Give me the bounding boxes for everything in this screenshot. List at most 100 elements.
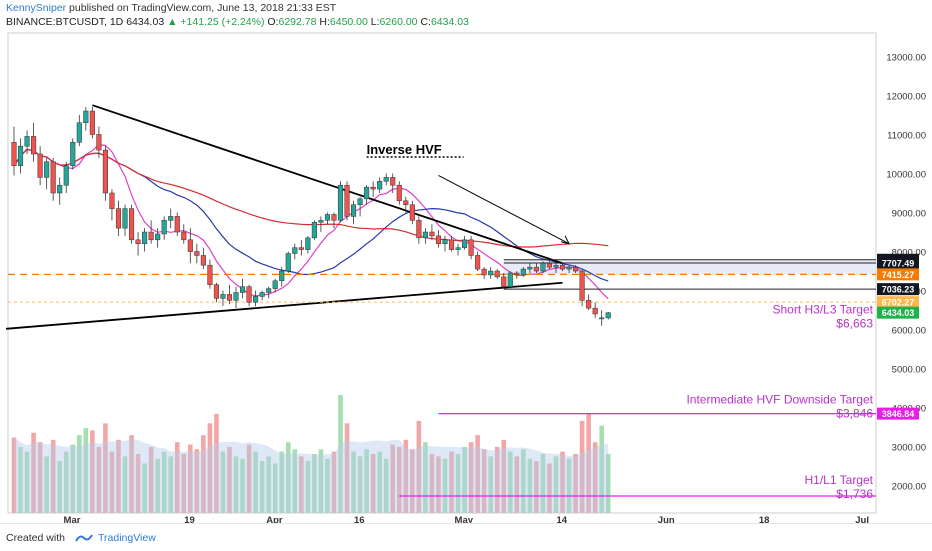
candle-body — [70, 142, 76, 166]
volume-bar — [18, 446, 23, 513]
published-text: published on TradingView.com, June 13, 2… — [69, 2, 337, 14]
volume-bar — [475, 435, 480, 513]
volume-bar — [103, 423, 108, 513]
candle-body — [194, 251, 200, 256]
price-tag — [877, 256, 919, 269]
candle-body — [455, 247, 461, 250]
volume-bar — [377, 451, 382, 513]
volume-bar — [90, 430, 95, 513]
candle-body — [11, 142, 17, 166]
volume-bar — [403, 439, 409, 513]
volume-bar — [129, 435, 134, 513]
candle-body — [168, 216, 174, 221]
candle-body — [109, 192, 115, 209]
volume-bar — [312, 454, 317, 513]
volume-bar — [233, 456, 239, 513]
target-title: Intermediate HVF Downside Target — [686, 393, 873, 407]
volume-bar — [338, 395, 343, 513]
volume-bar — [44, 456, 49, 513]
candle-body — [520, 268, 526, 276]
candle-body — [566, 266, 572, 270]
open-label: O: — [267, 16, 279, 28]
y-tick-label: 11000.00 — [887, 130, 926, 141]
volume-bar — [246, 444, 252, 513]
target-value: $1,736 — [836, 487, 873, 501]
candle-body — [240, 286, 246, 293]
volume-bar — [429, 454, 435, 513]
candle-body — [546, 262, 553, 268]
candle-body — [155, 233, 161, 241]
volume-bar — [220, 451, 226, 513]
volume-bar — [122, 456, 128, 513]
volume-bar — [109, 451, 115, 513]
volume-bar — [488, 456, 493, 513]
price-change: +141.25 (+2.24%) — [180, 16, 265, 28]
volume-bar — [449, 451, 454, 513]
candle-body — [122, 208, 128, 229]
candle-body — [63, 165, 69, 186]
volume-bar — [272, 463, 278, 513]
price-chart[interactable]: Inverse HVF Short H3/L3 Target$6,663 Inter… — [0, 30, 932, 523]
target-title: Short H3/L3 Target — [772, 303, 873, 317]
tradingview-link[interactable]: TradingView — [98, 532, 156, 544]
candle-body — [285, 253, 291, 272]
candle-body — [142, 231, 148, 244]
candle-body — [259, 292, 265, 297]
candle-body — [475, 255, 481, 270]
x-tick-label: Jun — [658, 515, 675, 523]
low-label: L: — [370, 16, 380, 28]
author-link[interactable]: KennySniper — [6, 2, 67, 14]
volume-bar — [70, 444, 76, 513]
volume-bar — [573, 454, 578, 513]
volume-bar — [416, 420, 422, 513]
up-arrow-icon: ▲ — [167, 16, 178, 28]
x-tick-label: 18 — [759, 515, 770, 523]
target-title: H1/L1 Target — [805, 473, 874, 487]
candle-body — [220, 294, 226, 299]
candle-body — [17, 145, 24, 166]
volume-bar — [344, 423, 350, 513]
candle-body — [246, 286, 252, 303]
candle-body — [573, 266, 579, 272]
volume-bar — [181, 454, 187, 513]
y-tick-label: 10000.00 — [886, 169, 926, 180]
price-tag — [877, 306, 919, 319]
volume-bar — [410, 449, 415, 513]
candle-body — [390, 177, 396, 186]
high-value: 6450.00 — [329, 16, 368, 28]
candle-body — [226, 294, 233, 301]
candle-body — [605, 312, 611, 319]
volume-bar — [142, 463, 147, 513]
volume-bar — [11, 437, 17, 513]
price-tag-label: 6434.03 — [882, 308, 915, 318]
publish-info: KennySniper published on TradingView.com… — [6, 2, 336, 14]
candle-body — [37, 153, 43, 178]
candle-body — [599, 317, 605, 320]
candle-body — [559, 264, 566, 270]
candle-body — [592, 307, 598, 315]
created-with-label: Created with — [6, 532, 65, 544]
volume-bar — [168, 456, 174, 513]
candle-body — [429, 231, 435, 237]
candle-body — [364, 186, 370, 200]
volume-bar — [31, 432, 36, 513]
volume-bar — [24, 451, 30, 513]
volume-bar — [194, 449, 200, 513]
candle-body — [128, 208, 135, 241]
volume-bar — [279, 451, 285, 513]
candle-body — [416, 220, 422, 239]
volume-bar — [214, 413, 219, 513]
volume-bar — [547, 463, 552, 513]
candle-body — [468, 239, 474, 256]
volume-bar — [357, 456, 363, 513]
candle-body — [272, 280, 278, 289]
volume-bar — [579, 420, 585, 513]
candle-body — [462, 239, 468, 248]
volume-bar — [63, 451, 69, 513]
candle-body — [422, 231, 428, 239]
volume-bar — [364, 449, 369, 513]
volume-bar — [155, 458, 160, 513]
volume-bar — [253, 451, 258, 513]
candle-body — [331, 214, 337, 221]
candle-body — [383, 177, 389, 182]
